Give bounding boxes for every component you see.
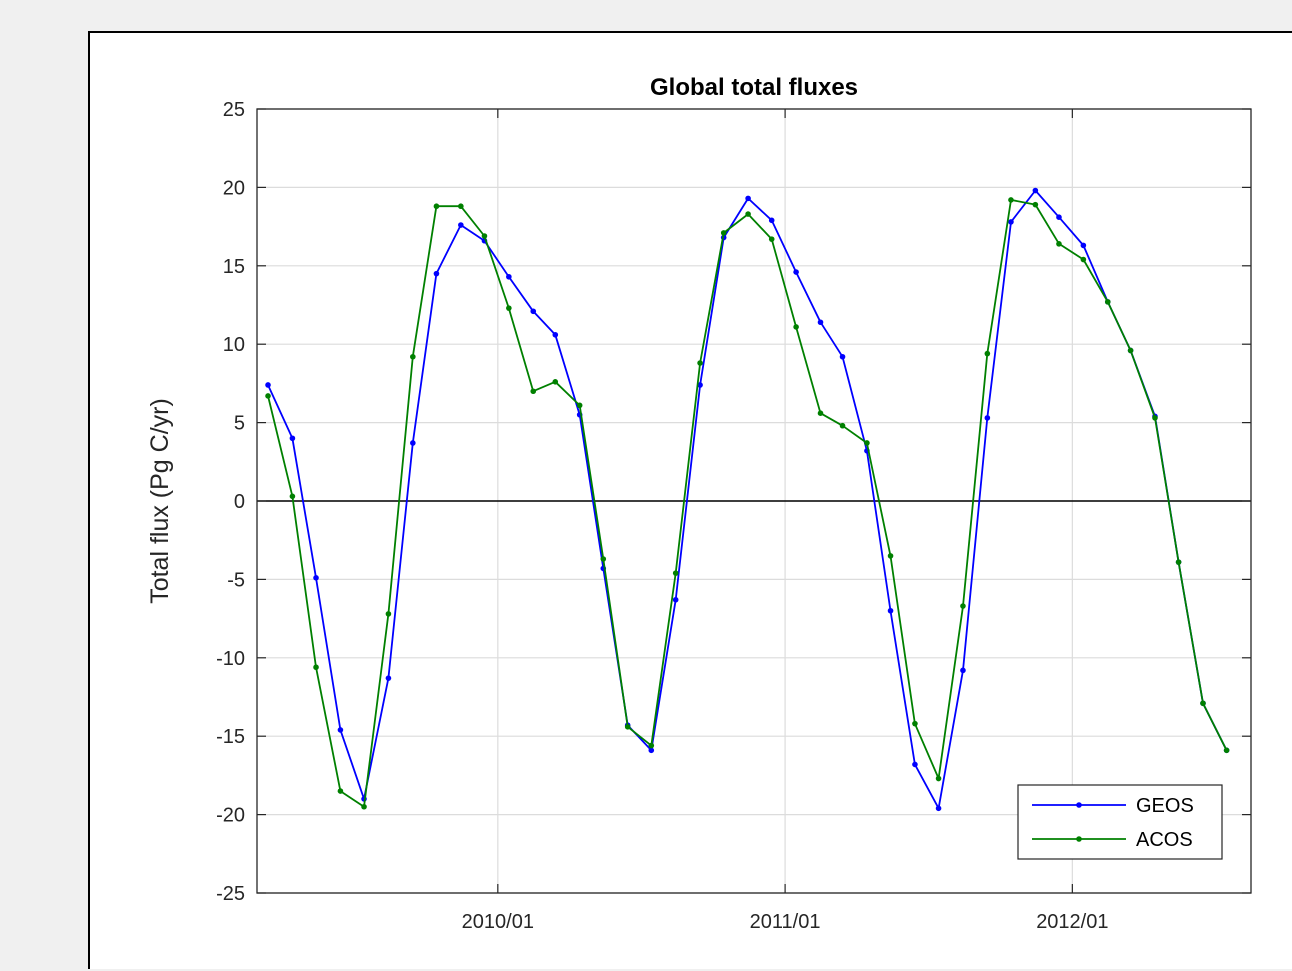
figure-window: -25 -20 -15 -10 -5 0 5 10 15 20 25 2010/01 2011/01 20… (88, 31, 1292, 969)
data-point-acos (337, 788, 344, 794)
y-axis-label: Total flux (Pg C/yr) (146, 398, 174, 604)
data-point-geos (506, 273, 512, 280)
data-point-geos (289, 435, 296, 442)
data-point-acos (864, 440, 870, 446)
data-point-geos (1056, 214, 1062, 220)
series-layer (265, 187, 1230, 812)
data-point-geos (552, 331, 559, 338)
data-point-acos (912, 720, 918, 727)
legend-marker-geos (1076, 802, 1082, 808)
data-point-geos (672, 596, 679, 603)
data-point-geos (839, 353, 846, 360)
data-point-geos (768, 217, 775, 224)
data-point-acos (1008, 197, 1014, 203)
legend-marker-acos (1076, 836, 1082, 842)
y-tick-label: 15 (223, 256, 245, 278)
data-point-geos (265, 382, 271, 388)
data-point-geos (817, 319, 824, 326)
data-point-geos (912, 761, 918, 768)
y-tick-label: -10 (216, 648, 245, 670)
data-point-geos (385, 675, 392, 681)
series-line-geos (267, 189, 1228, 810)
data-point-geos (410, 440, 416, 446)
chart-title: Global total fluxes (650, 74, 858, 101)
y-tick-label: -15 (216, 726, 245, 748)
data-point-acos (768, 236, 775, 242)
data-point-acos (1200, 700, 1206, 707)
data-point-acos (624, 723, 631, 730)
data-point-geos (530, 308, 537, 315)
data-point-geos (745, 195, 751, 202)
legend[interactable]: GEOS ACOS (1017, 784, 1223, 860)
data-point-acos (1127, 347, 1134, 354)
data-point-acos (672, 570, 679, 576)
data-point-acos (887, 553, 894, 559)
data-point-geos (337, 727, 344, 733)
x-tick-label: 2011/01 (750, 911, 821, 933)
data-point-geos (313, 575, 319, 581)
data-point-acos (984, 350, 991, 357)
series-line-acos (267, 198, 1228, 808)
data-point-geos (433, 270, 440, 277)
legend-label-acos: ACOS (1136, 829, 1193, 851)
y-tick-label: 20 (223, 177, 245, 199)
legend-label-geos: GEOS (1136, 795, 1194, 817)
data-point-acos (385, 611, 392, 617)
data-point-acos (265, 393, 271, 399)
tick-layer: -25 -20 -15 -10 -5 0 5 10 15 20 25 2010/01 2011/01 20… (216, 99, 1251, 933)
data-point-acos (433, 203, 440, 210)
data-point-geos (1032, 187, 1039, 194)
data-point-acos (410, 353, 416, 360)
data-point-acos (935, 775, 942, 782)
data-point-acos (1104, 299, 1111, 305)
y-tick-label: -5 (227, 569, 245, 591)
data-point-acos (1223, 747, 1230, 754)
data-point-acos (1056, 241, 1062, 247)
data-point-acos (745, 211, 751, 217)
data-point-geos (1080, 242, 1087, 249)
y-tick-label: 10 (223, 334, 245, 356)
data-point-acos (313, 664, 319, 671)
data-point-acos (793, 324, 799, 330)
data-point-geos (697, 382, 703, 388)
data-point-acos (817, 410, 824, 416)
series-acos (265, 197, 1230, 810)
data-point-acos (1175, 559, 1182, 565)
data-point-geos (648, 747, 655, 754)
data-point-acos (289, 493, 296, 500)
x-tick-label: 2012/01 (1036, 911, 1108, 933)
y-tick-label: 0 (234, 491, 245, 513)
data-point-geos (960, 667, 966, 674)
data-point-acos (600, 556, 607, 562)
data-point-geos (1008, 219, 1014, 225)
series-geos (265, 187, 1230, 812)
data-point-geos (887, 607, 894, 614)
data-point-acos (960, 603, 966, 609)
y-tick-label: 25 (223, 99, 245, 121)
legend-box (1017, 784, 1223, 860)
y-tick-label: -25 (216, 883, 245, 905)
x-tick-label: 2010/01 (462, 911, 534, 933)
data-point-acos (481, 233, 488, 239)
data-point-acos (1152, 415, 1158, 421)
data-point-geos (984, 415, 991, 421)
data-point-acos (1080, 256, 1087, 263)
data-point-acos (361, 803, 367, 810)
data-point-acos (839, 422, 846, 429)
data-point-acos (576, 402, 583, 409)
data-point-acos (1032, 201, 1039, 208)
y-tick-label: 5 (234, 413, 245, 435)
data-point-acos (458, 203, 464, 210)
chart-svg: -25 -20 -15 -10 -5 0 5 10 15 20 25 2010/01 2011/01 20… (146, 74, 1252, 933)
data-point-acos (648, 742, 655, 749)
data-point-acos (697, 360, 703, 366)
data-point-geos (935, 805, 942, 812)
data-point-acos (552, 379, 559, 385)
data-point-geos (793, 269, 799, 275)
data-point-acos (530, 388, 537, 395)
data-point-acos (506, 305, 512, 311)
y-tick-label: -20 (216, 805, 245, 827)
data-point-acos (720, 230, 727, 236)
data-point-geos (458, 222, 464, 228)
